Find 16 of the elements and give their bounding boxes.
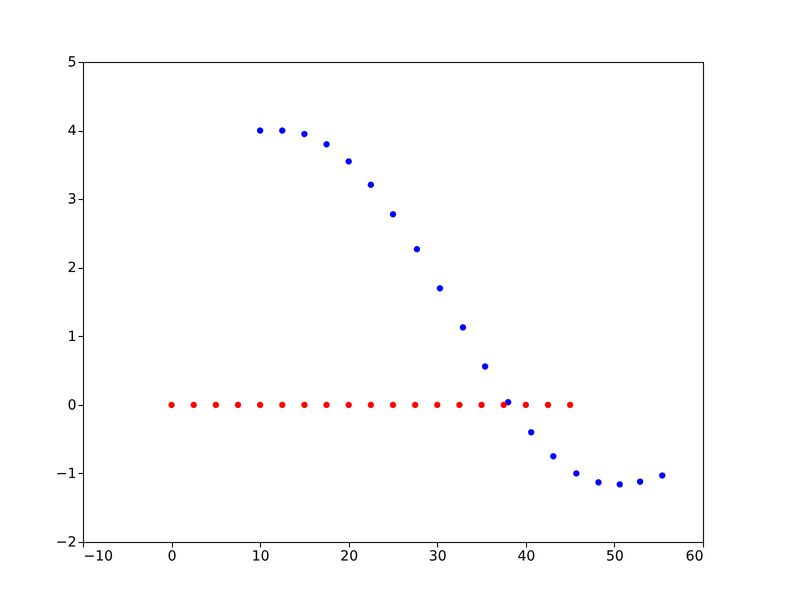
x-tick-label: 40 bbox=[517, 548, 536, 564]
x-tick-label: −10 bbox=[84, 548, 114, 564]
y-tick-label: 5 bbox=[68, 54, 76, 70]
y-tick-label: 2 bbox=[68, 260, 76, 276]
x-tick-label: 20 bbox=[340, 548, 358, 564]
y-tick-label: 1 bbox=[68, 328, 76, 345]
y-tick-label: −1 bbox=[56, 466, 76, 482]
y-tick-label: 3 bbox=[68, 192, 76, 208]
y-tick-label: 0 bbox=[68, 397, 76, 414]
y-tick-label: 4 bbox=[68, 123, 77, 140]
y-tick-label: −2 bbox=[56, 534, 76, 550]
x-tick-label: 0 bbox=[168, 548, 177, 564]
x-tick-label: 60 bbox=[686, 548, 704, 564]
x-tick-label: 30 bbox=[428, 548, 447, 564]
x-tick-label: 10 bbox=[252, 548, 270, 564]
x-tick-label: 50 bbox=[606, 548, 624, 564]
